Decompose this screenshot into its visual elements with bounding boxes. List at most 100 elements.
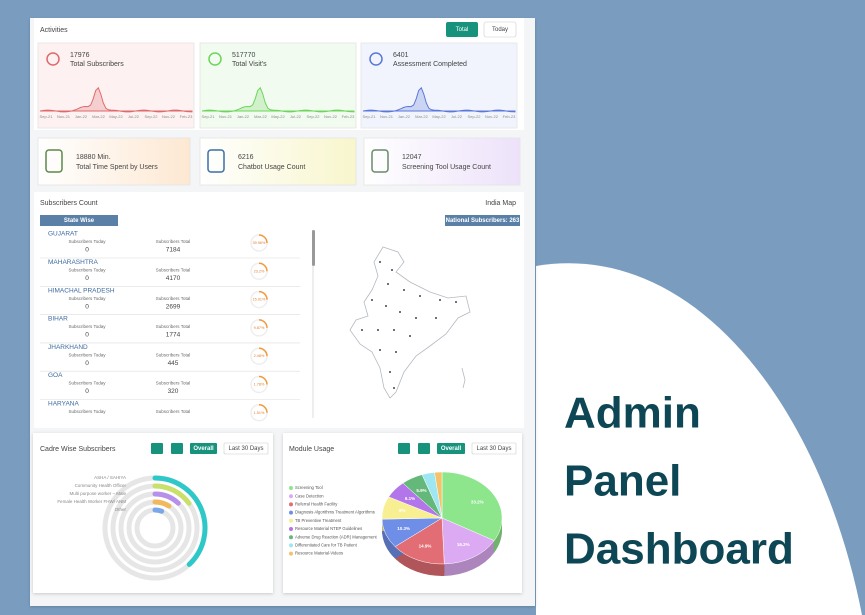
tab[interactable] bbox=[40, 215, 118, 226]
x-label: Sep-21 bbox=[363, 114, 377, 119]
pie-label: 5.9% bbox=[416, 488, 426, 493]
state-name: GOA bbox=[48, 372, 63, 379]
button[interactable] bbox=[223, 442, 269, 455]
image-button[interactable] bbox=[151, 443, 163, 454]
legend-label: Referral Health Facility bbox=[295, 502, 338, 507]
button-label[interactable]: Total bbox=[456, 27, 469, 33]
button[interactable] bbox=[483, 21, 517, 38]
map-dot bbox=[393, 329, 395, 331]
radial-bar bbox=[152, 491, 181, 506]
x-label: Sep-22 bbox=[145, 114, 159, 119]
legend-swatch bbox=[289, 486, 293, 490]
card-label: Screening Tool Usage Count bbox=[402, 164, 491, 171]
percent-label: 23.2% bbox=[254, 269, 265, 273]
button-label[interactable]: Overall bbox=[441, 446, 462, 452]
total-value: 2699 bbox=[166, 303, 181, 310]
x-label: Feb-23 bbox=[180, 114, 193, 119]
map-dot bbox=[399, 311, 401, 313]
panel-title: Cadre Wise Subscribers bbox=[40, 446, 116, 453]
download-button[interactable] bbox=[418, 443, 430, 454]
row-label: Subscribers Today bbox=[69, 409, 107, 414]
button-label[interactable]: Today bbox=[492, 27, 508, 33]
legend-swatch bbox=[289, 510, 293, 515]
x-label: Mar-22 bbox=[92, 114, 105, 119]
percent-label: 1.51% bbox=[254, 411, 265, 415]
download-button[interactable] bbox=[171, 443, 183, 454]
national-label: National Subscribers: 263 bbox=[446, 218, 520, 224]
map-dot bbox=[409, 335, 411, 337]
map-dot bbox=[391, 269, 393, 271]
x-label: Jan-22 bbox=[237, 114, 250, 119]
button[interactable] bbox=[190, 443, 217, 454]
panel-title: India Map bbox=[485, 200, 516, 207]
x-label: Jan-22 bbox=[75, 114, 88, 119]
radial-bar bbox=[152, 507, 165, 514]
map-dot bbox=[415, 317, 417, 319]
today-value: 0 bbox=[85, 360, 89, 367]
card-label: Total Subscribers bbox=[70, 61, 124, 68]
card-value: 18880 Min. bbox=[76, 154, 111, 161]
stat-card bbox=[199, 42, 357, 129]
x-label: Feb-23 bbox=[342, 114, 355, 119]
button-label[interactable]: Last 30 Days bbox=[476, 446, 511, 452]
x-label: Sep-21 bbox=[202, 114, 216, 119]
percent-ring-arc bbox=[258, 262, 268, 272]
card-value: 6216 bbox=[238, 154, 254, 161]
state-name: GUJARAT bbox=[48, 231, 78, 238]
card-label: Total Time Spent by Users bbox=[76, 164, 158, 171]
percent-label: 9.87% bbox=[254, 326, 265, 330]
percent-ring-arc bbox=[258, 375, 268, 385]
button-label[interactable]: Overall bbox=[193, 446, 214, 452]
pie-slice bbox=[434, 471, 443, 519]
state-name: HIMACHAL PRADESH bbox=[48, 287, 115, 294]
radial-label: Other bbox=[115, 507, 127, 512]
x-label: Nov-22 bbox=[162, 114, 176, 119]
pie-slice bbox=[441, 517, 495, 565]
legend-swatch bbox=[289, 551, 293, 556]
button[interactable] bbox=[471, 442, 517, 455]
card-value: 17976 bbox=[70, 52, 90, 59]
stat-card bbox=[360, 42, 518, 129]
tab-label[interactable]: State Wise bbox=[64, 218, 95, 224]
percent-label: 2.48% bbox=[254, 354, 265, 358]
legend-swatch bbox=[289, 494, 293, 499]
radial-label: Female Health Worker FHW/ ANM bbox=[57, 499, 126, 504]
row-label: Subscribers Today bbox=[69, 267, 107, 272]
x-label: Mar-22 bbox=[254, 114, 267, 119]
image-button[interactable] bbox=[398, 443, 410, 454]
button-label[interactable]: Last 30 Days bbox=[228, 446, 263, 452]
button[interactable] bbox=[437, 443, 465, 454]
hero-line: Dashboard bbox=[564, 525, 794, 574]
pie-label: 14.9% bbox=[419, 544, 432, 549]
map-dot bbox=[455, 301, 457, 303]
activities-title: Activities bbox=[40, 27, 68, 34]
percent-ring-arc bbox=[258, 319, 268, 328]
card-icon bbox=[369, 52, 383, 66]
x-label: Feb-23 bbox=[503, 114, 516, 119]
map-dot bbox=[393, 387, 395, 389]
total-value: 7184 bbox=[166, 247, 181, 254]
hero-line: Panel bbox=[564, 457, 681, 506]
x-label: Nov-22 bbox=[324, 114, 338, 119]
percent-ring-arc bbox=[258, 234, 268, 244]
card-label: Assessment Completed bbox=[393, 61, 467, 68]
legend-swatch bbox=[289, 518, 293, 523]
map-dot bbox=[377, 329, 379, 331]
percent-ring-arc bbox=[258, 347, 268, 357]
button[interactable] bbox=[446, 22, 478, 37]
map-dot bbox=[379, 349, 381, 351]
row-label: Subscribers Today bbox=[69, 324, 107, 329]
x-label: Jul-22 bbox=[290, 114, 302, 119]
state-name: BIHAR bbox=[48, 316, 68, 323]
state-name: JHARKHAND bbox=[48, 344, 88, 351]
x-label: May-22 bbox=[109, 114, 123, 119]
percent-label: 1.78% bbox=[254, 383, 265, 387]
percent-ring-arc bbox=[258, 404, 268, 413]
state-name: MAHARASHTRA bbox=[48, 259, 99, 266]
row-label: Subscribers Total bbox=[156, 296, 190, 301]
scrollbar[interactable] bbox=[312, 230, 315, 266]
row-label: Subscribers Today bbox=[69, 239, 107, 244]
national-badge bbox=[445, 215, 520, 226]
map-dot bbox=[361, 329, 363, 331]
sparkline bbox=[39, 86, 193, 113]
